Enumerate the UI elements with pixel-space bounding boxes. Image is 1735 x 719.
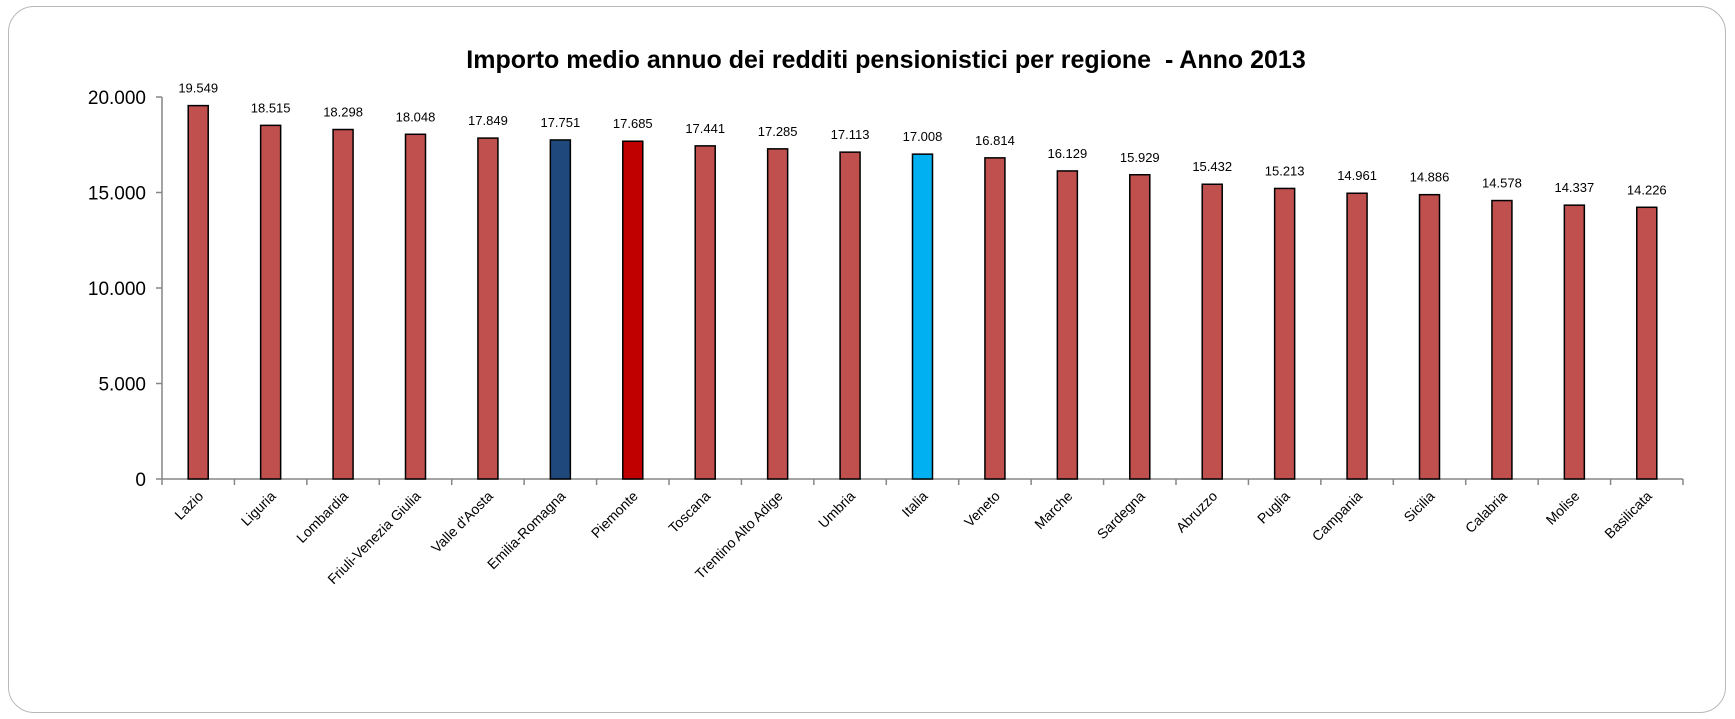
bar-friuli-venezia-giulia bbox=[404, 133, 427, 480]
data-label: 18.515 bbox=[251, 100, 291, 115]
x-tick-label: Campania bbox=[1309, 488, 1366, 545]
x-tick-label: Italia bbox=[898, 488, 930, 520]
data-label: 16.129 bbox=[1047, 146, 1087, 161]
bar-toscana bbox=[694, 145, 716, 480]
x-tick-label: Calabria bbox=[1462, 488, 1510, 536]
data-label: 14.226 bbox=[1627, 182, 1667, 197]
data-label: 18.048 bbox=[396, 109, 436, 124]
bar-veneto bbox=[984, 157, 1006, 480]
x-tick-label: Puglia bbox=[1254, 488, 1293, 527]
bar-umbria bbox=[839, 151, 861, 480]
data-label: 17.685 bbox=[613, 116, 653, 131]
bar-lazio bbox=[187, 104, 209, 480]
data-label: 17.008 bbox=[903, 129, 943, 144]
bar-puglia bbox=[1273, 187, 1296, 480]
data-label: 15.929 bbox=[1120, 150, 1160, 165]
bar-trentino-alto-adige bbox=[766, 148, 789, 480]
y-tick-label: 0 bbox=[135, 470, 146, 491]
bar-calabria bbox=[1491, 199, 1513, 480]
x-tick-label: Piemonte bbox=[588, 488, 641, 541]
data-labels: 19.549 18.515 18.298 18.048 17.849 17.751 17.6… bbox=[178, 81, 1666, 198]
data-label: 15.432 bbox=[1192, 159, 1232, 174]
x-tick-label: Toscana bbox=[665, 488, 713, 536]
bar-sicilia bbox=[1418, 193, 1441, 480]
data-label: 17.285 bbox=[758, 124, 798, 139]
data-label: 17.441 bbox=[685, 121, 725, 136]
data-label: 17.113 bbox=[831, 127, 870, 142]
bar-molise bbox=[1563, 204, 1586, 480]
bar-abruzzo bbox=[1201, 183, 1223, 480]
x-tick-label: Lazio bbox=[171, 488, 206, 523]
x-tick-label: Umbria bbox=[815, 488, 858, 531]
data-label: 14.337 bbox=[1554, 180, 1594, 195]
bar-basilicata bbox=[1636, 206, 1658, 480]
y-tick-label: 20.000 bbox=[88, 88, 146, 109]
x-tick-label: Liguria bbox=[238, 488, 279, 529]
bar-liguria bbox=[259, 124, 282, 480]
x-tick-label: Basilicata bbox=[1601, 488, 1655, 542]
x-tick-label: Marche bbox=[1031, 488, 1075, 532]
bar-marche bbox=[1056, 170, 1079, 480]
bar-piemonte bbox=[622, 140, 644, 480]
data-label: 14.886 bbox=[1410, 170, 1450, 185]
data-label: 16.814 bbox=[975, 133, 1015, 148]
y-axis: 0 5.000 10.000 15.000 20.000 bbox=[88, 88, 163, 491]
data-label: 18.298 bbox=[323, 105, 363, 120]
data-label: 17.849 bbox=[468, 113, 508, 128]
bar-italia bbox=[911, 153, 934, 480]
x-tick-label: Molise bbox=[1543, 488, 1583, 528]
x-tick-label: Veneto bbox=[961, 488, 1003, 530]
data-label: 19.549 bbox=[178, 81, 218, 96]
y-tick-label: 5.000 bbox=[98, 375, 146, 396]
data-label: 14.961 bbox=[1337, 168, 1377, 183]
x-tick-label: Sicilia bbox=[1400, 488, 1437, 525]
y-tick-label: 15.000 bbox=[88, 184, 146, 205]
bars bbox=[187, 104, 1658, 480]
data-label: 17.751 bbox=[540, 115, 580, 130]
bar-campania bbox=[1346, 192, 1368, 480]
data-label: 14.578 bbox=[1482, 176, 1522, 191]
bar-emilia-romagna bbox=[549, 139, 572, 480]
x-tick-label: Valle d'Aosta bbox=[428, 488, 496, 556]
x-tick-label: Lombardia bbox=[293, 488, 351, 546]
data-label: 15.213 bbox=[1265, 163, 1305, 178]
bar-valle-d-aosta bbox=[477, 137, 499, 480]
chart-title: Importo medio annuo dei redditi pensioni… bbox=[466, 46, 1305, 74]
x-tick-label: Abruzzo bbox=[1173, 488, 1221, 536]
x-tick-label: Sardegna bbox=[1094, 488, 1148, 542]
bar-sardegna bbox=[1129, 174, 1151, 480]
bar-lombardia bbox=[332, 128, 354, 480]
x-tick-label: Emilia-Romagna bbox=[484, 488, 569, 573]
y-tick-label: 10.000 bbox=[88, 279, 146, 300]
